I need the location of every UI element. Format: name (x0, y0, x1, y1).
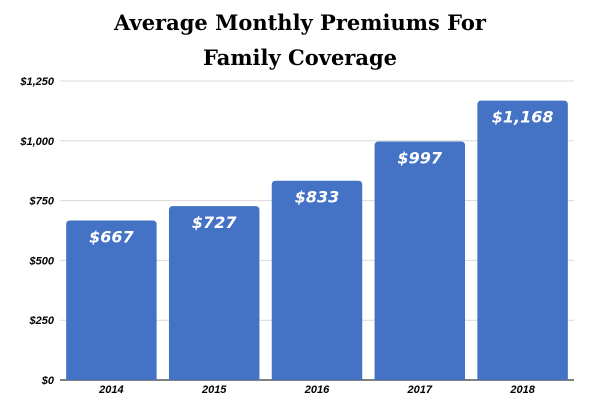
bar-2014 (66, 220, 157, 380)
x-tick-label-2014: 2014 (98, 384, 123, 396)
y-tick-label: $750 (29, 196, 55, 208)
x-axis-tick-labels: 2014 2015 2016 2017 2018 (98, 384, 536, 396)
data-label-2016: $833 (295, 188, 340, 207)
data-label-2015: $727 (192, 213, 237, 232)
bar-2016 (271, 180, 363, 380)
y-axis-tick-labels: $0 $250 $500 $750 $1,000 $1,250 (19, 76, 55, 387)
y-tick-label: $1,250 (19, 76, 55, 88)
y-tick-label: $1,000 (19, 136, 55, 148)
bars (66, 100, 568, 380)
bar-2017 (374, 141, 466, 380)
data-label-2018: $1,168 (492, 108, 554, 127)
x-tick-label-2017: 2017 (407, 384, 433, 396)
x-tick-label-2016: 2016 (304, 384, 330, 396)
y-tick-label: $250 (29, 315, 55, 327)
chart-title-line-1: Average Monthly Premiums For (114, 10, 486, 35)
data-labels: $667 $727 $833 $997 $1,168 (89, 108, 553, 247)
data-label-2017: $997 (398, 149, 443, 168)
bar-2018 (477, 100, 568, 380)
bar-2015 (168, 206, 260, 380)
y-tick-label: $500 (29, 255, 55, 267)
x-tick-label-2018: 2018 (509, 384, 535, 396)
chart-title-line-2: Family Coverage (202, 45, 398, 70)
x-tick-label-2015: 2015 (201, 384, 227, 396)
data-label-2014: $667 (89, 227, 134, 246)
y-tick-label: $0 (41, 375, 55, 387)
